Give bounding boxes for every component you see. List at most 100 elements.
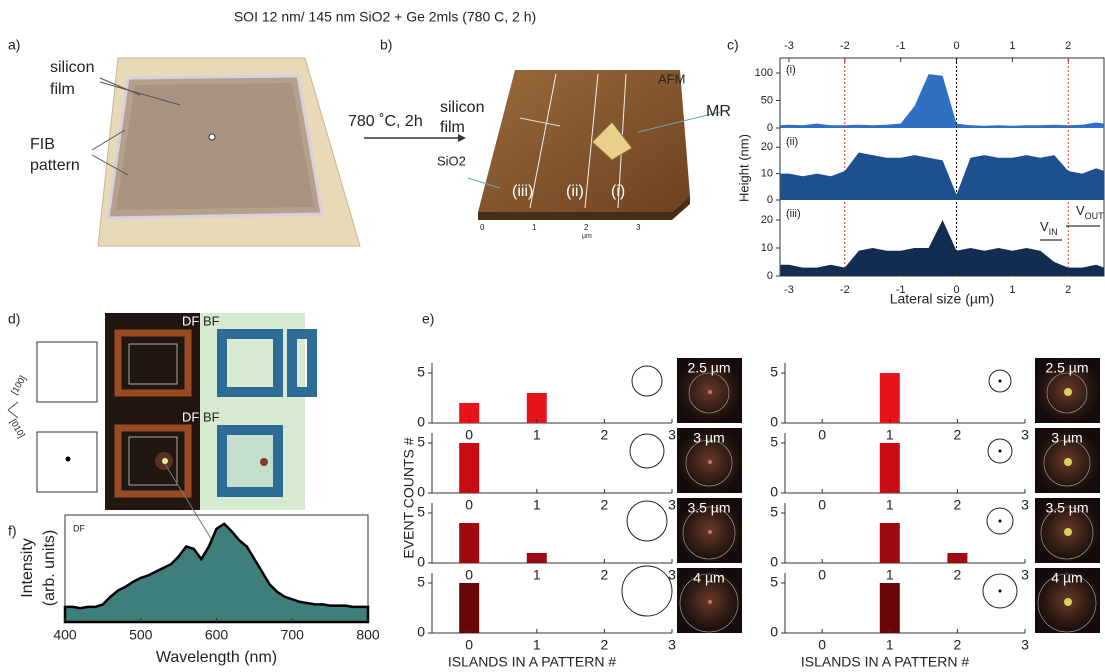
y-axis-label: Height (nm) <box>736 134 751 202</box>
x-tick-label: 0 <box>953 40 959 52</box>
x-tick-label: 3 <box>1021 567 1029 583</box>
panel-label: a) <box>8 37 20 53</box>
x-tick-label: 1 <box>886 427 894 443</box>
x-tick-label: -2 <box>840 284 850 296</box>
y-tick-label: 50 <box>761 94 773 106</box>
x-tick-label: 2 <box>600 497 608 513</box>
annotation: SiO2 <box>437 153 466 168</box>
annotation: 3 µm <box>1051 430 1082 446</box>
annotation: 2.5 µm <box>687 360 730 376</box>
y-tick-label: 0 <box>417 624 425 640</box>
y-tick-label: 5 <box>770 434 778 450</box>
island-dot <box>999 380 1002 383</box>
area <box>781 153 1104 201</box>
annotation: VIN <box>1040 219 1058 237</box>
thumbnail-spot <box>708 390 712 394</box>
x-tick-label: -3 <box>784 40 794 52</box>
annotation: VOUT <box>1076 203 1104 221</box>
pattern-outline <box>622 566 672 616</box>
x-tick-label: 3 <box>1021 637 1029 653</box>
bar <box>459 583 479 633</box>
x-tick-label: 0 <box>818 637 826 653</box>
pattern-outline <box>632 366 662 396</box>
annotation: pattern <box>30 157 80 174</box>
annotation: BF <box>203 313 220 328</box>
direction-label: [010] <box>8 417 27 439</box>
annotation: film <box>50 81 75 98</box>
y-tick-label: 0 <box>770 624 778 640</box>
bar <box>880 523 900 563</box>
y-axis-label: EVENT COUNTS # <box>401 437 417 558</box>
annotation-main: V <box>1076 203 1085 218</box>
x-tick-label: -3 <box>784 284 794 296</box>
bar <box>880 373 900 423</box>
island-dot <box>999 450 1002 453</box>
y-tick-label: 100 <box>755 67 773 79</box>
area <box>65 524 368 622</box>
y-tick-label: 5 <box>417 434 425 450</box>
x-tick-label: 2 <box>953 637 961 653</box>
thumbnail-spot <box>708 600 712 604</box>
x-axis-label: ISLANDS IN A PATTERN # <box>448 654 617 670</box>
annotation: 3 µm <box>693 430 724 446</box>
thumbnail-spot <box>708 530 712 534</box>
annotation-sub: IN <box>1049 227 1058 237</box>
x-tick-label: 2 <box>953 567 961 583</box>
bar <box>459 443 479 493</box>
afm-tick: 2 <box>584 223 589 232</box>
annotation: AFM <box>658 71 685 86</box>
y-tick-label: 0 <box>417 484 425 500</box>
annotation: (i) <box>611 183 625 200</box>
y-tick-label: 10 <box>761 242 773 254</box>
x-tick-label: 0 <box>465 427 473 443</box>
annotation: 4 µm <box>693 570 724 586</box>
x-tick-label: 500 <box>129 627 153 643</box>
micrographs <box>8 313 312 545</box>
y-axis-label: (arb. units) <box>41 530 58 606</box>
panel-label: f) <box>8 523 17 539</box>
x-tick-label: 2 <box>953 497 961 513</box>
afm-unit: µm <box>582 233 592 240</box>
x-tick-label: 0 <box>465 497 473 513</box>
x-axis-label: Wavelength (nm) <box>156 649 277 666</box>
x-tick-label: 3 <box>668 427 676 443</box>
annotation: 2.5 µm <box>1045 360 1088 376</box>
thumbnail-spot <box>1064 458 1072 466</box>
x-tick-label: 1 <box>533 497 541 513</box>
thumbnail-spot <box>1064 528 1072 536</box>
x-tick-label: 2 <box>953 427 961 443</box>
x-tick-label: 2 <box>600 567 608 583</box>
x-tick-label: 0 <box>818 497 826 513</box>
annotation: MR <box>706 103 731 120</box>
thumbnail-spot <box>1064 388 1072 396</box>
x-tick-label: 3 <box>1021 427 1029 443</box>
y-tick-label: 5 <box>770 364 778 380</box>
afm-image <box>364 70 720 220</box>
annotation: (i) <box>786 64 796 76</box>
x-tick-label: 600 <box>205 627 229 643</box>
x-axis-label: Lateral size (µm) <box>890 291 995 307</box>
panel-label: c) <box>727 37 739 53</box>
thumbnail-spot <box>1064 598 1072 606</box>
y-tick-label: 0 <box>770 554 778 570</box>
bar <box>459 523 479 563</box>
x-tick-label: 2 <box>1065 40 1071 52</box>
pattern-outline <box>627 501 667 541</box>
x-tick-label: 0 <box>818 567 826 583</box>
y-tick-label: 20 <box>761 214 773 226</box>
figure-title: SOI 12 nm/ 145 nm SiO2 + Ge 2mls (780 C,… <box>234 9 536 25</box>
x-tick-label: 2 <box>600 427 608 443</box>
y-tick-label: 5 <box>770 504 778 520</box>
x-tick-label: 2 <box>600 637 608 653</box>
annotation: FIB <box>30 136 55 153</box>
annotation-main: V <box>1040 219 1049 234</box>
x-tick-label: 1 <box>533 567 541 583</box>
afm-tick: 0 <box>480 223 485 232</box>
bar <box>880 443 900 493</box>
annotation: (ii) <box>566 183 584 200</box>
x-tick-label: 1 <box>886 567 894 583</box>
annotation: (ii) <box>786 136 798 148</box>
annotation: 3.5 µm <box>1045 500 1088 516</box>
annotation: DF <box>182 313 199 328</box>
annotation: (iii) <box>786 208 801 220</box>
